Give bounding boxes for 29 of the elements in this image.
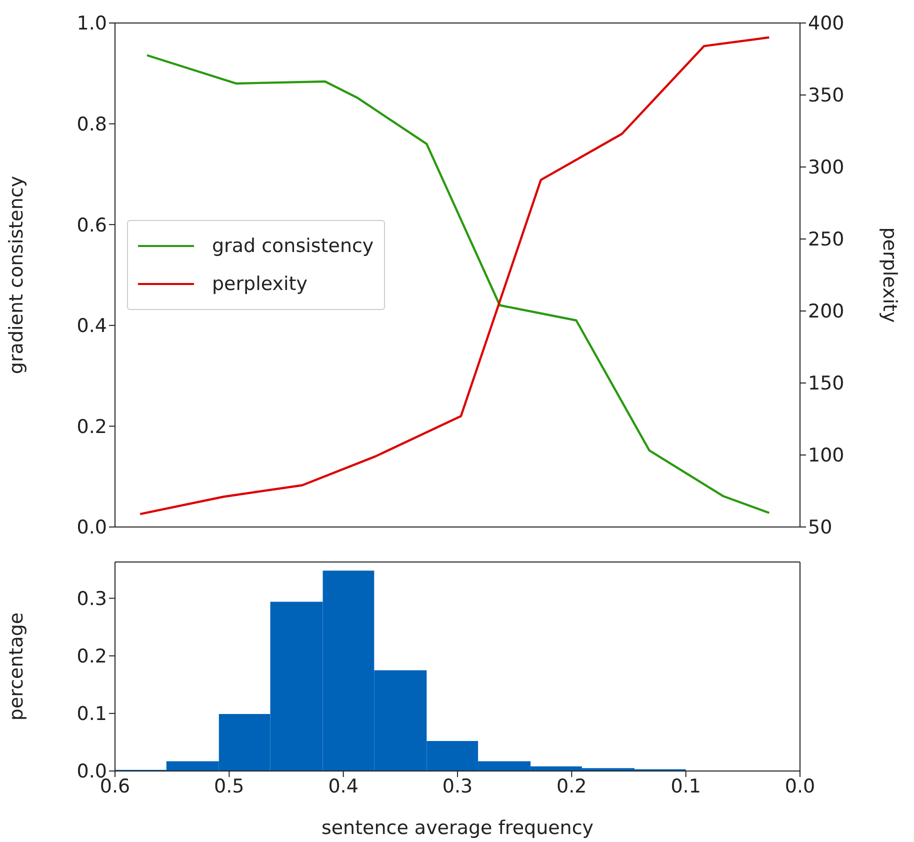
y-tick-label: 0.4 xyxy=(76,315,107,338)
y2-tick-label: 250 xyxy=(808,228,844,251)
y-tick-label: 0.6 xyxy=(76,214,107,236)
x-tick-label: 0.2 xyxy=(556,775,587,798)
y2-tick-label: 300 xyxy=(808,156,844,179)
legend-label: perplexity xyxy=(212,272,308,297)
y2-tick-label: 400 xyxy=(808,12,844,35)
y2-tick-label: 350 xyxy=(808,84,844,107)
y-axis-title: percentage xyxy=(6,612,28,721)
y-tick-label: 0.1 xyxy=(76,703,107,726)
x-tick-label: 0.1 xyxy=(670,775,701,798)
y-tick-label: 0.2 xyxy=(76,416,107,438)
legend-label: grad consistency xyxy=(212,234,374,259)
y2-axis-title: perplexity xyxy=(878,227,900,323)
y-tick-label: 1.0 xyxy=(76,12,107,35)
y2-tick-label: 100 xyxy=(808,444,844,467)
y2-tick-label: 200 xyxy=(808,300,844,323)
y-tick-label: 0.8 xyxy=(76,114,107,136)
x-tick-label: 0.4 xyxy=(328,775,358,798)
y-tick-label: 0.2 xyxy=(76,646,107,668)
x-axis-title: sentence average frequency xyxy=(321,817,594,839)
y-axis-title: gradient consistency xyxy=(6,176,28,374)
x-tick-label: 0.0 xyxy=(784,775,816,798)
y2-tick-label: 150 xyxy=(808,372,844,395)
x-tick-label: 0.5 xyxy=(214,775,244,798)
y-tick-label: 0.3 xyxy=(76,588,107,610)
x-tick-label: 0.3 xyxy=(442,775,473,798)
y-tick-label: 0.0 xyxy=(76,516,107,539)
y2-tick-label: 50 xyxy=(808,516,832,539)
